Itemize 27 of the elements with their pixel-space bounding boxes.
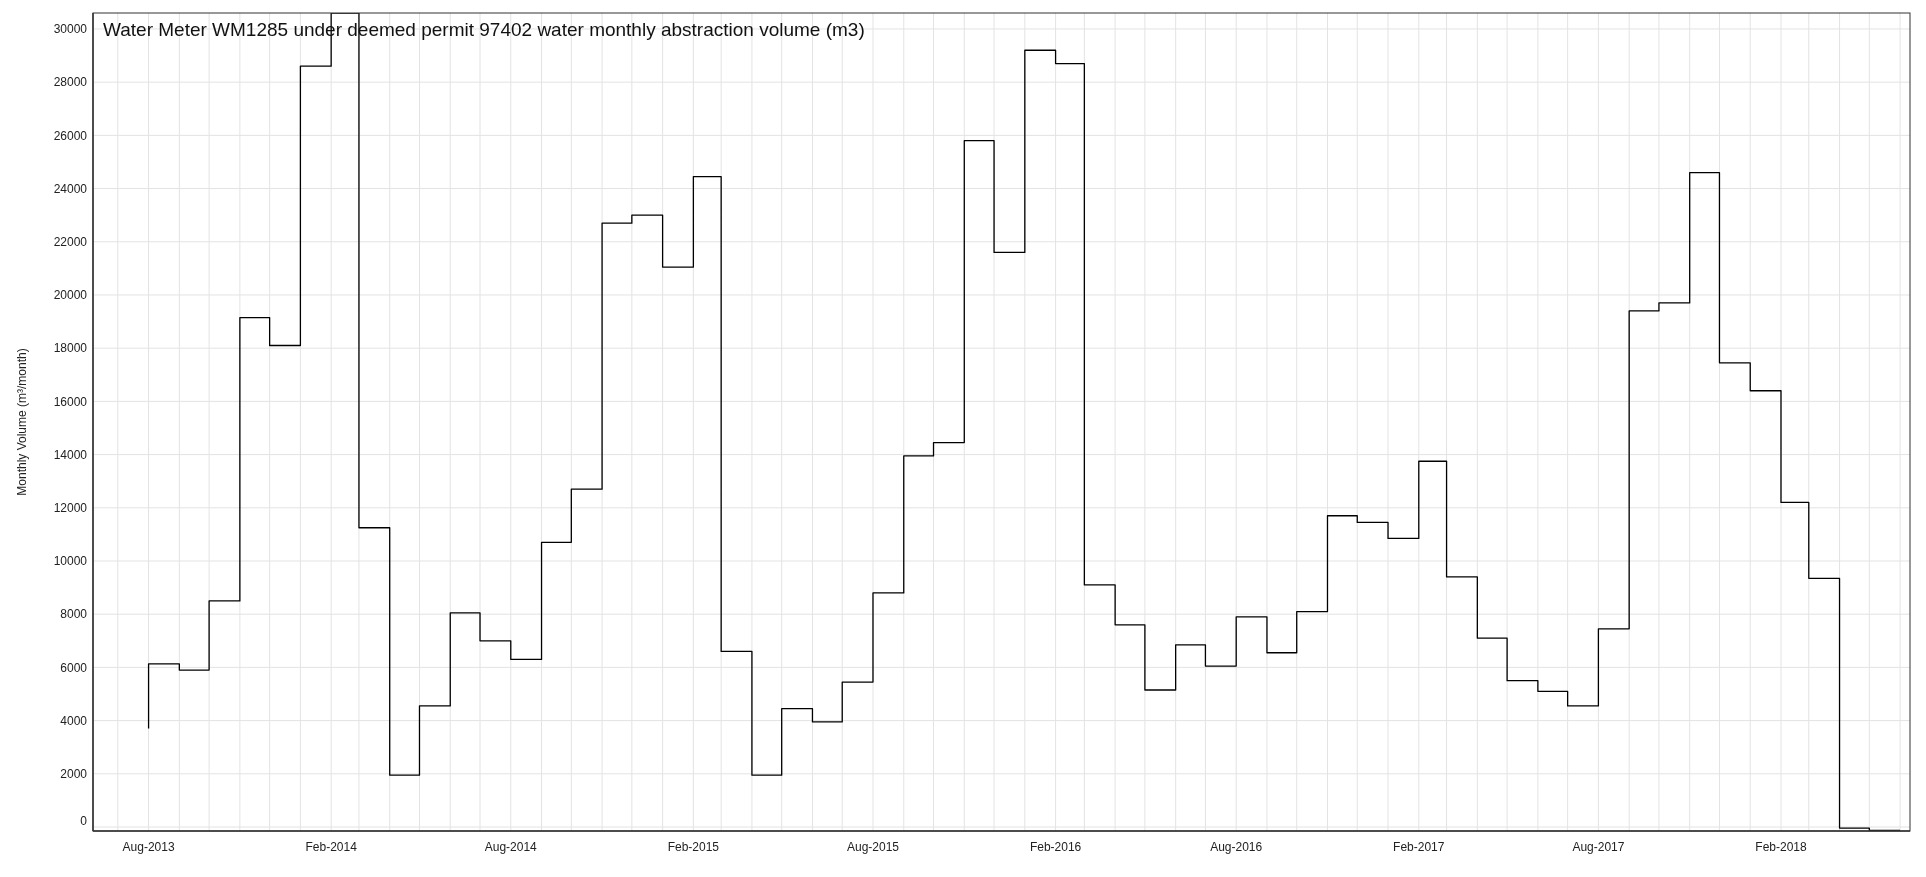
y-axis-title: Monthly Volume (m³/month) <box>15 348 29 496</box>
y-tick-label: 12000 <box>53 500 88 515</box>
y-tick-label: 8000 <box>60 607 88 622</box>
x-tick-label: Aug-2016 <box>1210 840 1263 854</box>
y-tick-label: 10000 <box>53 554 88 569</box>
x-tick-label: Aug-2014 <box>484 840 538 854</box>
x-tick-label: Feb-2014 <box>305 840 358 854</box>
y-tick-label: 14000 <box>53 447 88 462</box>
x-tick-label: Feb-2018 <box>1755 840 1807 854</box>
y-tick-label: 16000 <box>53 394 88 409</box>
y-tick-label: 2000 <box>60 767 88 782</box>
x-tick-label: Feb-2017 <box>1393 840 1445 854</box>
y-tick-label: 28000 <box>53 75 88 90</box>
x-tick-label: Aug-2013 <box>122 840 175 854</box>
y-tick-label: 26000 <box>53 128 88 143</box>
y-tick-label: 4000 <box>60 713 88 728</box>
x-tick-label: Aug-2017 <box>1572 840 1625 854</box>
y-tick-label: 0 <box>80 814 88 829</box>
x-tick-label: Aug-2015 <box>846 840 900 854</box>
y-tick-label: 22000 <box>53 234 88 249</box>
x-tick-label: Feb-2016 <box>1029 840 1082 854</box>
y-tick-label: 18000 <box>53 341 88 356</box>
y-tick-label: 6000 <box>60 660 88 675</box>
y-tick-label: 20000 <box>53 288 88 303</box>
x-tick-label: Feb-2015 <box>667 840 720 854</box>
y-tick-label: 30000 <box>53 22 88 37</box>
y-tick-label: 24000 <box>53 181 88 196</box>
